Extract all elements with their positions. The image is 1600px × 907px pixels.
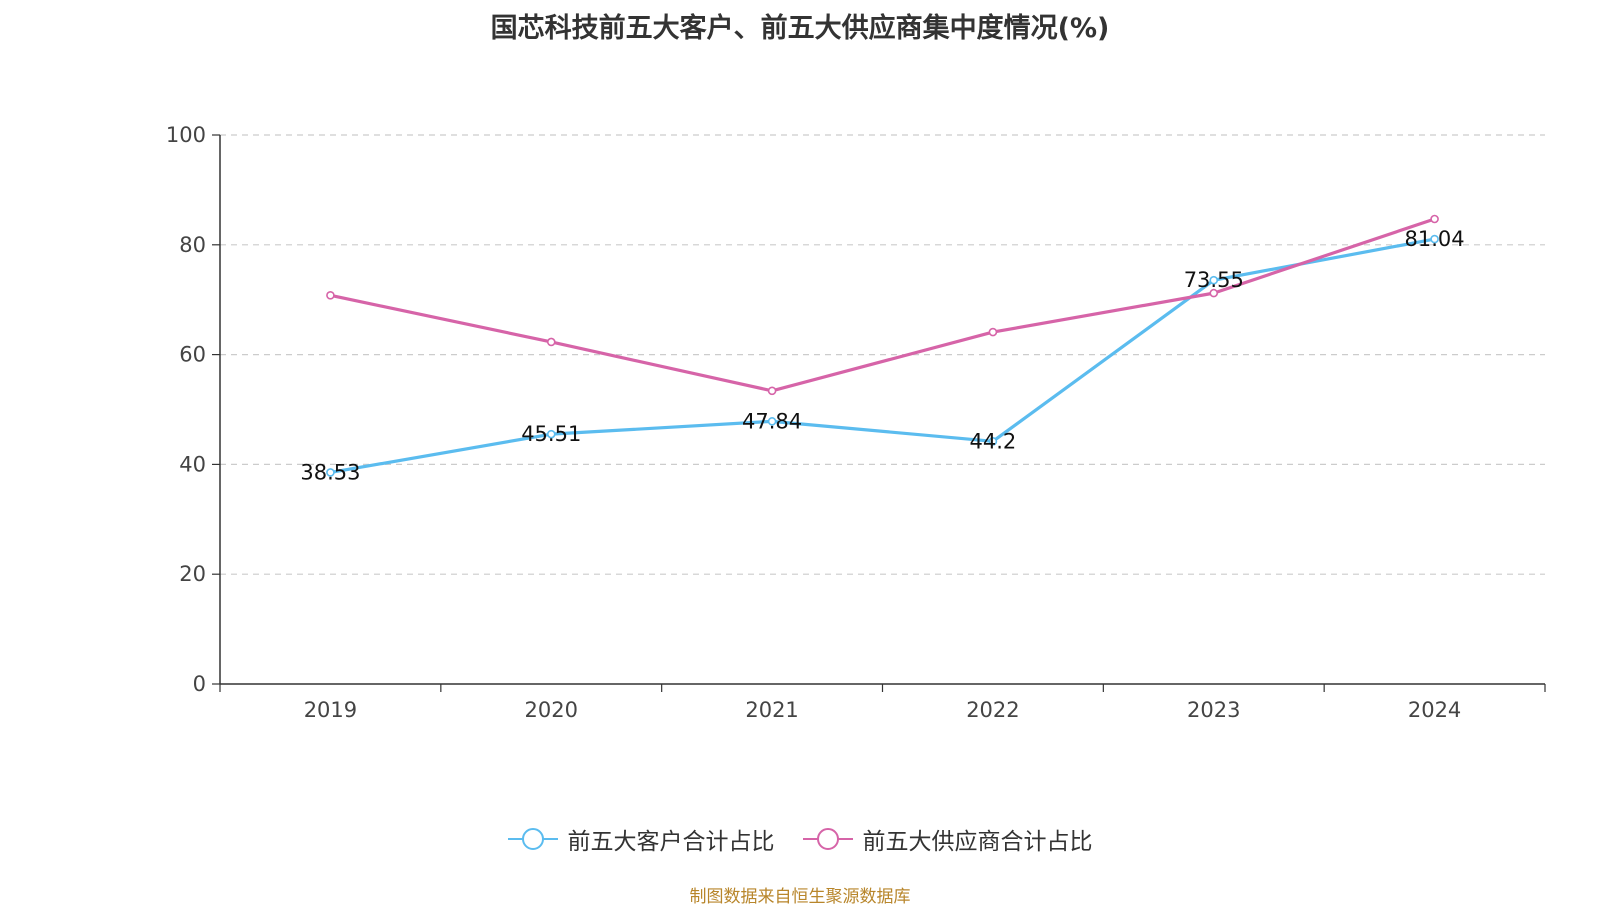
axes: 0 20 40 60 80 100 2019 2020 2021 2022 2023 2024 bbox=[166, 123, 1546, 722]
source-note: 制图数据来自恒生聚源数据库 bbox=[689, 887, 911, 907]
data-point bbox=[546, 429, 556, 439]
data-point bbox=[1430, 234, 1439, 244]
data-label: 45.51 bbox=[521, 422, 581, 446]
data-point bbox=[546, 337, 556, 347]
data-label: 47.84 bbox=[742, 409, 802, 433]
data-point bbox=[326, 291, 335, 300]
series-lines bbox=[326, 214, 1439, 477]
legend-label: 前五大客户合计占比 bbox=[567, 829, 775, 855]
x-tick-label: 2022 bbox=[966, 698, 1019, 722]
data-point bbox=[1430, 214, 1439, 224]
data-label: 38.53 bbox=[300, 460, 360, 484]
data-label: 73.55 bbox=[1184, 268, 1244, 292]
x-tick-label: 2023 bbox=[1187, 698, 1240, 722]
chart-title: 国芯科技前五大客户、前五大供应商集中度情况(%) bbox=[490, 13, 1110, 44]
data-label: 81.04 bbox=[1405, 227, 1465, 251]
y-tick-label: 0 bbox=[193, 672, 206, 696]
x-tick-label: 2019 bbox=[304, 698, 357, 722]
data-labels: 38.53 45.51 47.84 44.2 73.55 81.04 bbox=[300, 227, 1464, 484]
x-tick-label: 2020 bbox=[525, 698, 578, 722]
y-tick-label: 60 bbox=[179, 343, 206, 367]
legend-marker bbox=[521, 828, 544, 850]
data-point bbox=[1209, 288, 1219, 298]
data-point bbox=[767, 386, 777, 396]
y-tick-label: 80 bbox=[179, 233, 206, 257]
x-tick-label: 2024 bbox=[1408, 698, 1461, 722]
data-point bbox=[988, 327, 998, 337]
legend-line-circle-icon bbox=[507, 828, 558, 850]
y-tick-label: 100 bbox=[166, 123, 206, 147]
data-point bbox=[767, 417, 777, 426]
legend-marker bbox=[816, 828, 839, 850]
legend-label: 前五大供应商合计占比 bbox=[862, 829, 1093, 855]
series-line-1 bbox=[330, 217, 1436, 393]
data-point bbox=[1209, 275, 1219, 285]
series-line-0 bbox=[330, 237, 1435, 475]
grid-lines bbox=[220, 134, 1545, 575]
legend-line-circle-icon bbox=[802, 828, 853, 850]
x-tick-label: 2021 bbox=[745, 698, 798, 722]
legend-item-customers[interactable]: 前五大客户合计占比 bbox=[507, 822, 775, 856]
y-tick-label: 20 bbox=[179, 562, 206, 586]
data-point bbox=[988, 437, 998, 446]
legend-item-suppliers[interactable]: 前五大供应商合计占比 bbox=[802, 822, 1093, 856]
data-label: 44.2 bbox=[970, 429, 1017, 453]
y-tick-label: 40 bbox=[179, 452, 206, 476]
legend: 前五大客户合计占比 前五大供应商合计占比 bbox=[0, 822, 1600, 856]
data-point bbox=[326, 468, 335, 477]
